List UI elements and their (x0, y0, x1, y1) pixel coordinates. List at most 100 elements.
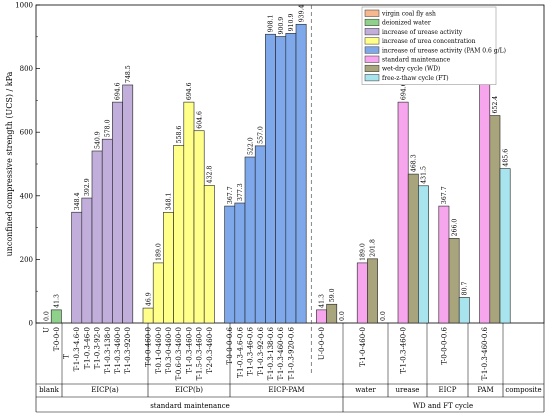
bar (418, 185, 429, 324)
group-label: EICP(b) (175, 386, 203, 394)
bar-value-label: 59.0 (329, 288, 336, 302)
bar (224, 205, 236, 324)
bar (244, 156, 256, 324)
legend-entry: increase of urea concentration (382, 38, 476, 45)
bar-value-label: 41.3 (319, 294, 326, 308)
bar-value-label: 557.0 (258, 126, 265, 144)
legend-swatch (364, 28, 380, 36)
group-label-row2: WD and FT cycle (413, 402, 473, 410)
bar (499, 168, 511, 324)
x-tick-label: T-1.5-0.3-460-0 (196, 327, 204, 380)
legend-swatch (364, 55, 380, 63)
bar-value-label: 604.6 (196, 111, 203, 129)
legend-entry: deionized water (382, 20, 431, 27)
bar (285, 33, 297, 324)
bar-value-label: 266.0 (451, 219, 458, 237)
group-label: EICP(a) (91, 386, 119, 394)
x-tick-label: T-0-0-0-0.6 (440, 326, 448, 364)
x-tick-label: T-1-0.3-46-0.6 (247, 326, 255, 375)
bar (173, 145, 185, 324)
bar-value-label: 432.8 (207, 166, 214, 184)
x-tick-label: T-1-0.3-138-0 (104, 327, 112, 374)
x-tick-label: T-1-0.3-138-0.6 (267, 326, 275, 380)
bar-value-label: 367.7 (441, 186, 448, 204)
bar-value-label: 908.1 (268, 14, 275, 32)
group-label: composite (505, 386, 541, 394)
bar-value-label: 900.9 (278, 17, 285, 35)
bar-value-label: 578.0 (105, 119, 112, 137)
x-tick-label: T-0.3-0-460-0 (165, 327, 173, 374)
x-tick-label: T-2-0.3-460-0 (206, 327, 214, 374)
x-tick-label: T-0.6-0.3-460-0 (175, 327, 183, 380)
legend-entry: virgin coal fly ash (381, 11, 436, 18)
group-table: blank EICP(a) EICP(b) EICP-PAM water urease EI… (35, 323, 545, 413)
bar (489, 115, 501, 324)
x-tick-label: T-0-0-0 (53, 327, 61, 351)
y-axis-label: unconfined compressive strength (UCS) / … (5, 71, 14, 256)
y-tick-label: 600 (20, 129, 33, 137)
bar-value-label: 652.4 (492, 96, 499, 114)
bar-value-label: 694.6 (115, 82, 122, 100)
bar-value-label: 540.9 (94, 131, 101, 149)
bar (326, 303, 338, 324)
bar-value-label: 522.0 (247, 137, 254, 155)
bar (438, 205, 450, 324)
legend-swatch (364, 46, 380, 54)
x-tick-label: T-1-0-460-0 (359, 327, 367, 367)
y-tick-label: 0 (29, 320, 33, 328)
bar-value-label: 694.6 (186, 82, 193, 100)
bar-value-label: 0.0 (43, 311, 50, 321)
bar-value-label: 348.4 (74, 192, 81, 210)
x-tick-label: U-0-0-0-0 (318, 327, 326, 360)
x-tick-label: T-1-0.3-460-0.6 (481, 326, 489, 380)
x-tick-label: T-1-0.3-4.6-0 (73, 327, 81, 371)
y-tick-label: 400 (20, 192, 33, 200)
bar-value-label: 485.6 (502, 149, 509, 167)
legend: virgin coal fly ash deionized water increa… (361, 6, 506, 85)
x-tick-label: T-1-0.3-460-0 (114, 327, 122, 374)
bar (81, 197, 93, 324)
group-label: water (355, 386, 376, 394)
bar (112, 101, 123, 324)
bar (183, 101, 195, 324)
legend-swatch (364, 18, 380, 26)
bar (275, 36, 287, 324)
bar (50, 309, 62, 324)
bar (295, 23, 307, 324)
group-label-row2: standard maintenance (150, 402, 230, 410)
bar (71, 211, 83, 324)
bar-value-label: 468.3 (411, 154, 418, 172)
x-tick-label: T-1-0.3-460-0 (185, 327, 193, 374)
bar-value-label: 367.7 (227, 186, 234, 204)
bar-value-label: 558.6 (176, 126, 183, 144)
value-labels: 0.041.3348.4392.9540.9578.0694.6748.546.… (43, 4, 509, 321)
bar (152, 262, 164, 324)
bar (316, 309, 327, 324)
bar (407, 173, 419, 324)
legend-swatch (364, 9, 380, 17)
x-tick-label: T-1-0.3-460-0.6 (277, 326, 285, 380)
x-tick-labels: U T-0-0-0T T-1-0.3-4.6-0 T-1-0.3-46-0 T-1-0.… (43, 326, 490, 380)
bar-value-label: 939.4 (298, 4, 305, 22)
bar-value-label: 46.9 (145, 292, 152, 306)
bar (91, 150, 103, 324)
bar (356, 262, 368, 324)
legend-entry: increase of urease activity (382, 29, 463, 36)
x-tick-label: T-1-0.3-92-0.6 (257, 326, 265, 375)
bar-value-label: 41.3 (54, 294, 61, 308)
bar (458, 297, 470, 324)
x-tick-label: T-0.1-0-460-0 (155, 327, 163, 374)
legend-swatch (364, 74, 380, 82)
y-tick-label: 800 (20, 65, 33, 73)
legend-swatch (364, 37, 380, 45)
bar-value-label: 392.9 (84, 178, 91, 196)
bar (101, 138, 113, 324)
x-tick-label: T-1-0.3-920-0 (124, 327, 132, 374)
bar (142, 307, 154, 324)
x-tick-label: T-1-0.3-920-0.6 (287, 326, 295, 380)
bar-value-label: 377.3 (237, 183, 244, 201)
y-tick-label: 200 (20, 256, 33, 264)
x-tick-label: U (43, 327, 51, 333)
